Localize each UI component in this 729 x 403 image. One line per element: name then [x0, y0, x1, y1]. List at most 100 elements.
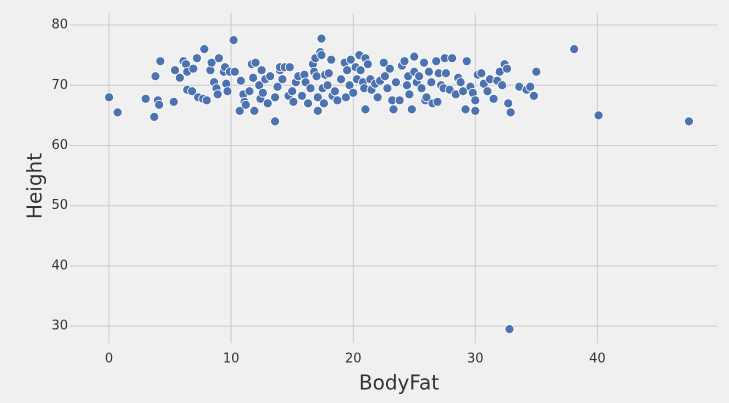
point: [265, 71, 276, 82]
point: [482, 86, 493, 97]
point: [414, 71, 425, 82]
point: [312, 105, 323, 116]
point: [155, 56, 166, 67]
point: [284, 62, 295, 73]
point: [323, 68, 334, 79]
point: [234, 105, 245, 116]
point: [531, 66, 542, 77]
point: [382, 83, 393, 94]
point: [470, 105, 481, 116]
y-tick-label: 80: [51, 18, 68, 33]
point: [406, 104, 417, 115]
point: [593, 110, 604, 121]
point: [112, 107, 123, 118]
point: [372, 92, 383, 103]
point: [326, 54, 337, 65]
x-axis-label: BodyFat: [359, 371, 439, 395]
point: [187, 86, 197, 97]
point: [380, 71, 390, 82]
point: [505, 107, 516, 118]
point: [424, 66, 434, 77]
point: [345, 54, 356, 65]
x-tick-label: 30: [467, 352, 484, 367]
point: [188, 63, 199, 74]
point: [303, 98, 313, 109]
y-tick-label: 50: [51, 198, 68, 213]
point: [222, 86, 233, 97]
point: [199, 44, 210, 55]
point: [458, 86, 468, 97]
point: [305, 83, 316, 94]
point: [404, 89, 415, 100]
point: [256, 65, 267, 76]
point: [342, 65, 353, 76]
x-tick-label: 20: [345, 352, 362, 367]
point: [426, 77, 437, 88]
point: [316, 33, 327, 44]
point: [288, 96, 299, 107]
x-tick-label: 0: [105, 352, 113, 367]
point: [272, 81, 283, 92]
point: [684, 116, 694, 127]
point: [192, 53, 202, 64]
point: [431, 56, 442, 67]
point: [476, 68, 487, 79]
point: [311, 71, 322, 82]
point: [378, 57, 389, 68]
point: [228, 35, 239, 45]
point: [421, 92, 432, 103]
point: [229, 66, 240, 77]
point: [297, 90, 307, 101]
point: [277, 74, 288, 85]
y-tick-label: 70: [51, 78, 68, 93]
point: [174, 72, 185, 83]
point: [362, 59, 373, 70]
point: [502, 63, 512, 74]
point: [460, 104, 471, 115]
point: [409, 51, 420, 62]
point: [150, 71, 161, 82]
point: [504, 324, 515, 335]
point: [432, 96, 443, 107]
point: [391, 77, 401, 88]
point: [214, 53, 224, 64]
point: [287, 86, 298, 97]
point: [170, 65, 180, 76]
point: [360, 104, 371, 115]
point: [497, 80, 508, 91]
point: [569, 44, 580, 55]
y-axis-label: Height: [23, 153, 47, 219]
point: [332, 95, 343, 106]
point: [140, 93, 151, 104]
point: [248, 72, 259, 83]
point: [250, 57, 261, 68]
point: [394, 95, 405, 106]
point: [262, 98, 273, 109]
point: [168, 96, 179, 107]
point: [340, 92, 351, 103]
y-tick-label: 30: [51, 319, 68, 334]
point: [441, 68, 451, 79]
point: [249, 105, 260, 116]
y-tick-label: 60: [51, 138, 68, 153]
point: [206, 57, 217, 68]
point: [154, 99, 165, 110]
point: [402, 80, 412, 91]
point: [330, 86, 340, 97]
point: [149, 111, 160, 122]
point: [316, 50, 327, 61]
point: [270, 116, 280, 127]
point: [525, 81, 536, 92]
point: [488, 93, 499, 104]
point: [312, 92, 323, 103]
x-tick-label: 40: [589, 352, 606, 367]
point: [236, 75, 246, 86]
point: [416, 83, 427, 94]
point: [257, 87, 268, 98]
point: [528, 90, 539, 101]
point: [388, 104, 399, 115]
x-tick-label: 10: [223, 352, 240, 367]
point: [461, 56, 472, 67]
